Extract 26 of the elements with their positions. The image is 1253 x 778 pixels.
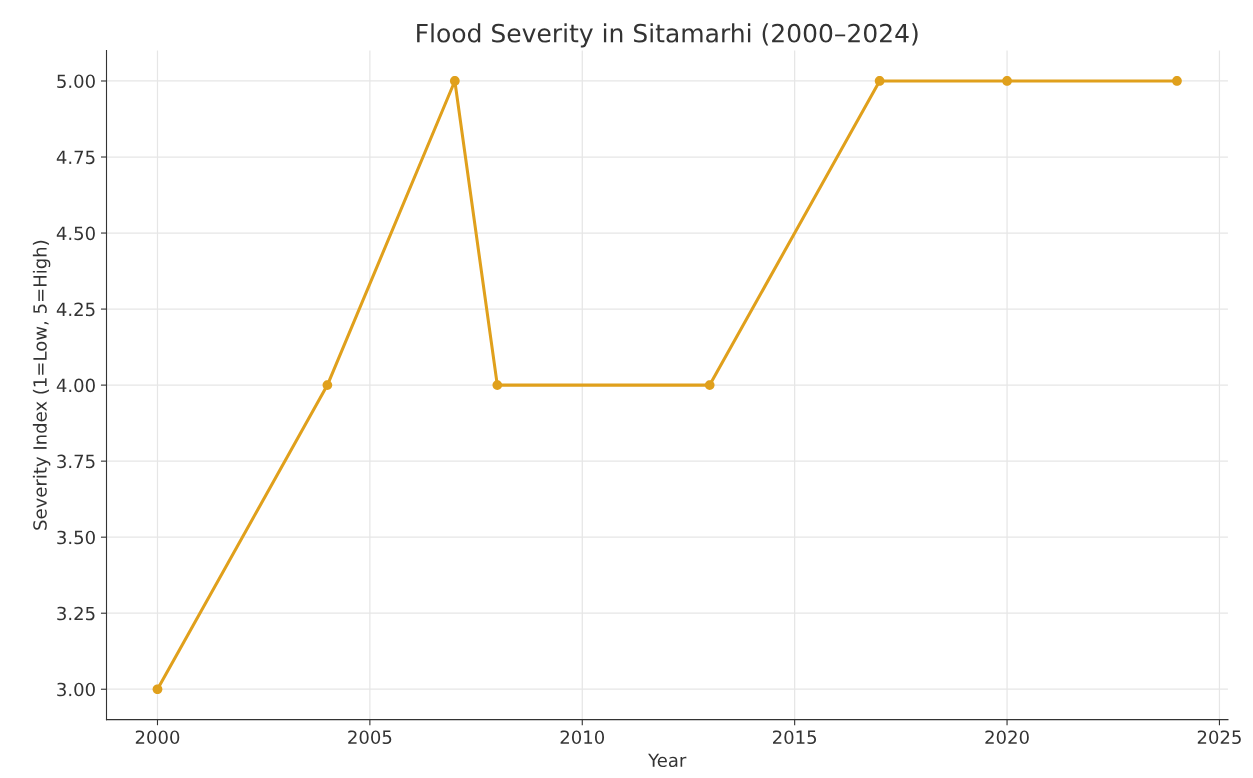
- point: [1172, 76, 1182, 86]
- y-tick-label: 3.00: [57, 682, 95, 697]
- y-tick-label: 3.75: [57, 454, 95, 469]
- x-tick-label: 2020: [985, 730, 1029, 745]
- x-tick-label: 2025: [1197, 730, 1241, 745]
- point: [1002, 76, 1012, 86]
- x-tick-label: 2010: [560, 730, 605, 745]
- x-tick-label: 2000: [135, 730, 180, 745]
- x-tick-label: 2015: [773, 730, 817, 745]
- point: [492, 380, 503, 390]
- point: [874, 76, 885, 86]
- y-tick-label: 3.50: [57, 530, 95, 545]
- y-tick-label: 4.50: [56, 226, 95, 241]
- y-tick-label: 5.00: [57, 74, 95, 89]
- x-axis-title: Year: [648, 753, 687, 768]
- y-axis-title: Severity Index (1=Low, 5=High): [32, 240, 51, 530]
- point: [449, 76, 460, 86]
- point: [704, 380, 715, 390]
- chart-title: Flood Severity in Sitamarhi (2000–2024): [417, 23, 918, 48]
- y-tick-label: 4.25: [56, 302, 95, 317]
- point: [152, 684, 163, 695]
- y-tick-label: 3.25: [57, 606, 95, 621]
- y-tick-label: 4.75: [56, 150, 95, 165]
- y-tick-label: 4.00: [56, 378, 95, 393]
- x-tick-label: 2005: [348, 730, 392, 745]
- point: [322, 380, 333, 390]
